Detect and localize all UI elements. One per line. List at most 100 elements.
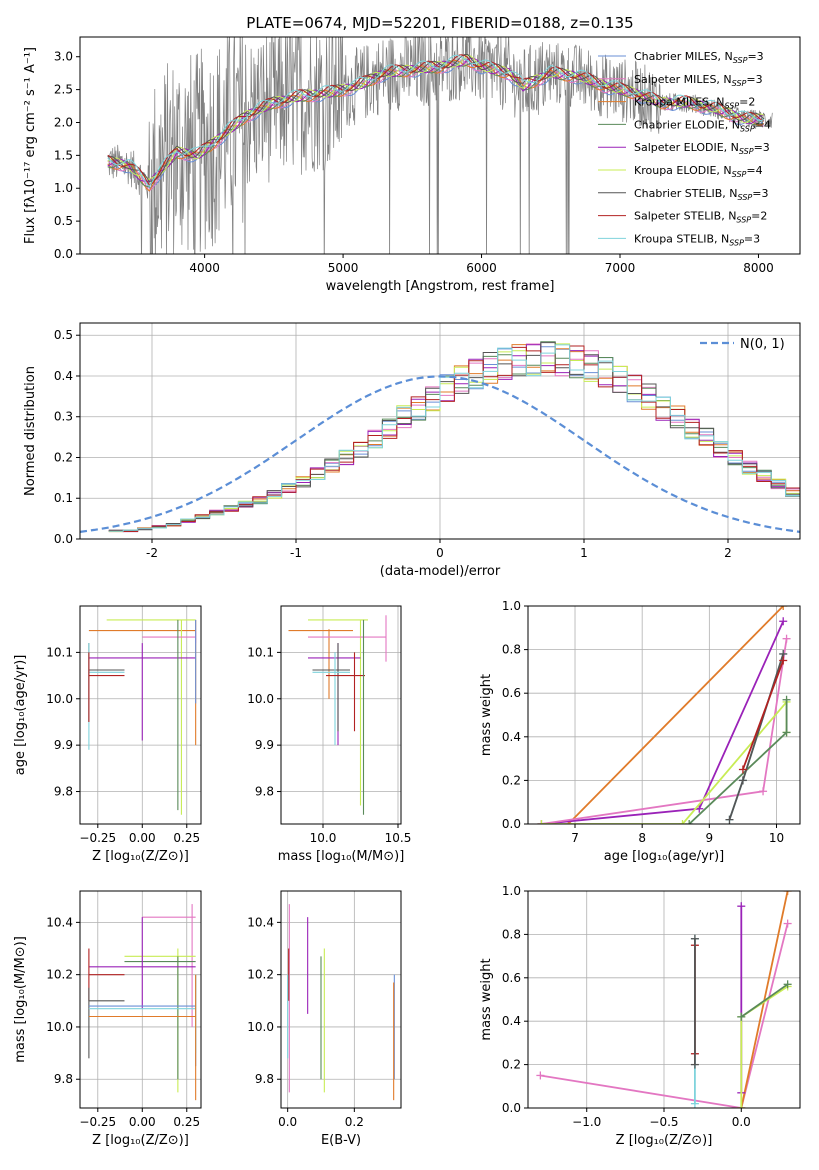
mass_vs_Z-frame bbox=[79, 890, 202, 1109]
y-tick-label: 0.2 bbox=[502, 773, 521, 787]
x-axis-label: Z [log₁₀(Z/Z⊙)] bbox=[616, 1133, 713, 1148]
y-tick-label: 0.0 bbox=[54, 247, 73, 261]
gaussian-curve bbox=[80, 375, 800, 533]
spectrum-title: PLATE=0674, MJD=52201, FIBERID=0188, z=0… bbox=[246, 14, 633, 32]
x-tick-label: 0.25 bbox=[173, 1115, 200, 1129]
age_vs_Z-plot bbox=[88, 619, 197, 815]
mass_vs_ebv-frame bbox=[280, 890, 402, 1109]
y-tick-label: 10.1 bbox=[247, 645, 274, 659]
x-tick-label: 10.0 bbox=[310, 831, 337, 845]
y-tick-label: 1.5 bbox=[54, 148, 73, 162]
hist-kroupa-stelib bbox=[108, 344, 800, 532]
y-tick-label: 0.8 bbox=[502, 643, 521, 657]
y-axis-label: age [log₁₀(age/yr)] bbox=[13, 655, 28, 776]
y-axis-label: Normed distribution bbox=[23, 366, 38, 496]
x-axis-label: (data-model)/error bbox=[380, 564, 501, 579]
y-tick-label: 0.1 bbox=[54, 491, 73, 505]
x-tick-label: −0.25 bbox=[79, 1115, 116, 1129]
x-tick-label: 0.00 bbox=[129, 1115, 156, 1129]
age_vs_mass-frame bbox=[280, 605, 402, 825]
y-tick-label: 0.0 bbox=[502, 1101, 521, 1115]
weight_vs_age-frame bbox=[527, 605, 801, 825]
legend-label: Kroupa STELIB, NSSP=3 bbox=[634, 232, 760, 247]
model-kroupa-miles bbox=[107, 59, 765, 192]
panels: 4000 5000 6000 7000 8000 0.0 0.5 1.0 1.5 2.0 2.5 3.… bbox=[13, 36, 801, 1148]
y-tick-label: 9.8 bbox=[255, 785, 274, 799]
y-tick-label: 1.0 bbox=[502, 599, 521, 613]
legend-label: Salpeter ELODIE, NSSP=3 bbox=[634, 141, 770, 156]
y-tick-label: 1.0 bbox=[502, 884, 521, 898]
legend-label: Salpeter STELIB, NSSP=2 bbox=[634, 210, 767, 225]
y-axis-label: Flux [fλ10⁻¹⁷ erg cm⁻² s⁻¹ A⁻¹] bbox=[23, 47, 38, 244]
legend-label: Chabrier STELIB, NSSP=3 bbox=[634, 187, 768, 202]
x-tick-label: 7000 bbox=[605, 261, 636, 275]
x-tick-label: 8 bbox=[638, 831, 646, 845]
x-tick-label: 0.2 bbox=[345, 1115, 364, 1129]
legend-label: Chabrier ELODIE, NSSP=4 bbox=[634, 118, 771, 133]
y-tick-label: 0.2 bbox=[502, 1058, 521, 1072]
y-tick-label: 0.6 bbox=[502, 971, 521, 985]
x-axis-label: mass [log₁₀(M/M⊙)] bbox=[278, 849, 405, 864]
legend-label: Kroupa ELODIE, NSSP=4 bbox=[634, 164, 763, 179]
model-salpeter-elodie bbox=[107, 57, 765, 183]
y-tick-label: 1.0 bbox=[54, 181, 73, 195]
histogram-frame bbox=[79, 322, 801, 540]
y-tick-label: 0.5 bbox=[54, 214, 73, 228]
y-tick-label: 10.2 bbox=[247, 968, 274, 982]
model-chabrier-elodie bbox=[107, 60, 765, 188]
legend-label: Chabrier MILES, NSSP=3 bbox=[634, 50, 764, 65]
age_vs_mass-plot bbox=[288, 615, 387, 815]
y-tick-label: 0.6 bbox=[502, 686, 521, 700]
y-tick-label: 2.0 bbox=[54, 115, 73, 129]
x-tick-label: 10 bbox=[769, 831, 784, 845]
y-tick-label: 0.4 bbox=[502, 1014, 521, 1028]
x-axis-label: age [log₁₀(age/yr)] bbox=[604, 849, 725, 864]
legend-label: Salpeter MILES, NSSP=3 bbox=[634, 73, 763, 88]
x-tick-label: 2 bbox=[724, 546, 732, 560]
y-tick-label: 0.3 bbox=[54, 410, 73, 424]
x-axis-label: wavelength [Angstrom, rest frame] bbox=[326, 279, 555, 294]
spectrum-frame bbox=[79, 36, 801, 255]
x-tick-label: 5000 bbox=[328, 261, 359, 275]
x-tick-label: 0.0 bbox=[732, 1115, 751, 1129]
model-kroupa-stelib bbox=[107, 54, 765, 188]
y-axis-label: mass weight bbox=[479, 674, 494, 756]
y-tick-label: 0.8 bbox=[502, 927, 521, 941]
y-axis-label: mass weight bbox=[479, 958, 494, 1040]
y-tick-label: 10.0 bbox=[46, 1020, 73, 1034]
y-tick-label: 10.4 bbox=[247, 915, 274, 929]
x-axis-label: Z [log₁₀(Z/Z⊙)] bbox=[92, 1133, 189, 1148]
x-axis-label: Z [log₁₀(Z/Z⊙)] bbox=[92, 849, 189, 864]
y-tick-label: 3.0 bbox=[54, 50, 73, 64]
y-tick-label: 2.5 bbox=[54, 83, 73, 97]
mass_vs_Z-plot bbox=[88, 904, 197, 1101]
weight-line-salpeter-stelib bbox=[742, 660, 785, 770]
model-salpeter-stelib bbox=[107, 54, 765, 187]
y-tick-label: 9.8 bbox=[54, 1072, 73, 1086]
x-tick-label: 0.0 bbox=[278, 1115, 297, 1129]
mass_vs_ebv-plot bbox=[287, 904, 395, 1101]
age_vs_Z-frame bbox=[79, 605, 202, 825]
y-tick-label: 9.8 bbox=[54, 785, 73, 799]
y-tick-label: 10.1 bbox=[46, 645, 73, 659]
x-tick-label: −1.0 bbox=[572, 1115, 601, 1129]
mass_vs_ebv-axes: 0.0 0.2 9.8 10.0 10.2 10.4 E(B-V) bbox=[247, 891, 401, 1148]
y-axis-label: mass [log₁₀(M/M⊙)] bbox=[13, 936, 28, 1063]
x-tick-label: 0.00 bbox=[129, 831, 156, 845]
x-tick-label: -1 bbox=[290, 546, 302, 560]
y-tick-label: 10.0 bbox=[46, 692, 73, 706]
y-tick-label: 9.9 bbox=[255, 738, 274, 752]
y-tick-label: 10.0 bbox=[247, 692, 274, 706]
x-tick-label: 0 bbox=[436, 546, 444, 560]
x-axis-label: E(B-V) bbox=[321, 1133, 361, 1148]
x-tick-label: −0.5 bbox=[649, 1115, 678, 1129]
weight-line-chabrier-elodie bbox=[740, 983, 789, 1018]
x-tick-label: 6000 bbox=[466, 261, 497, 275]
observed-spectrum bbox=[107, 37, 773, 254]
x-tick-label: 9 bbox=[706, 831, 714, 845]
legend-label: Kroupa MILES, NSSP=2 bbox=[634, 96, 755, 111]
x-tick-label: 10.5 bbox=[385, 831, 412, 845]
y-tick-label: 0.2 bbox=[54, 450, 73, 464]
spectrum-axes: 4000 5000 6000 7000 8000 0.0 0.5 1.0 1.5 2.0 2.5 3.… bbox=[23, 47, 774, 294]
